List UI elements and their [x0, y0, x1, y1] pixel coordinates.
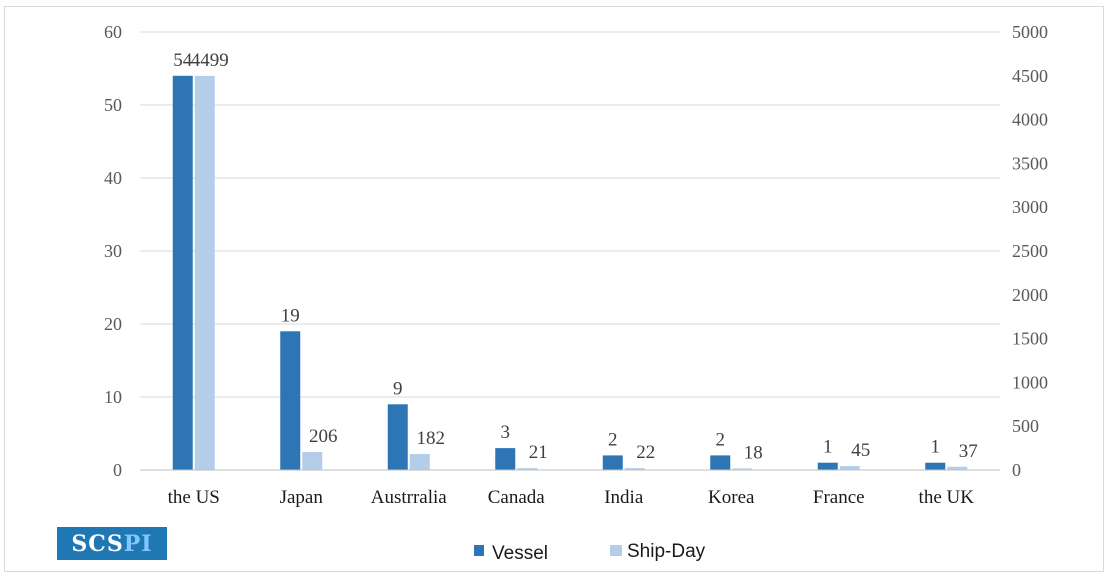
data-label-vessel: 2 [608, 429, 618, 450]
y-right-tick-label: 4500 [1012, 66, 1048, 86]
data-label-ship-day: 18 [744, 442, 763, 463]
data-label-vessel: 1 [931, 437, 941, 458]
data-label-ship-day: 22 [636, 442, 655, 463]
y-right-tick-label: 1000 [1012, 372, 1048, 392]
data-label-ship-day: 21 [529, 442, 548, 463]
data-label-vessel: 54 [173, 50, 193, 71]
y-left-tick-label: 10 [104, 387, 122, 407]
data-label-ship-day: 37 [959, 441, 978, 462]
x-category-label: Austrralia [371, 487, 448, 508]
y-right-tick-label: 4000 [1012, 110, 1048, 130]
y-right-tick-label: 3000 [1012, 197, 1048, 217]
bar-vessel [280, 331, 301, 470]
x-category-label: Korea [708, 487, 755, 508]
data-label-ship-day: 182 [417, 428, 446, 449]
y-right-tick-label: 500 [1012, 416, 1039, 436]
bar-ship-day [194, 75, 215, 470]
bar-vessel [710, 455, 731, 470]
y-left-tick-label: 60 [104, 22, 122, 42]
bar-vessel [817, 462, 838, 470]
logo-text-main: SCS [71, 530, 124, 557]
y-right-tick-label: 2000 [1012, 285, 1048, 305]
y-right-tick-label: 0 [1012, 460, 1021, 480]
data-label-vessel: 9 [393, 378, 403, 399]
data-label-vessel: 1 [823, 437, 833, 458]
bar-ship-day [302, 451, 323, 470]
bar-ship-day [732, 468, 753, 470]
data-label-vessel: 2 [716, 429, 726, 450]
x-category-label: France [813, 487, 865, 508]
data-label-vessel: 3 [501, 422, 511, 443]
data-label-ship-day: 206 [309, 426, 338, 447]
y-left-tick-label: 0 [113, 460, 122, 480]
x-category-label: the US [168, 487, 220, 508]
logo-text-accent: PI [123, 530, 153, 557]
bar-vessel [387, 404, 408, 470]
y-right-tick-label: 1500 [1012, 329, 1048, 349]
bar-vessel [925, 462, 946, 470]
x-category-label: India [604, 487, 644, 508]
bar-vessel [172, 75, 193, 471]
y-left-tick-label: 50 [104, 95, 122, 115]
legend-label-ship-day: Ship-Day [627, 541, 706, 562]
x-category-label: Canada [488, 487, 546, 508]
bar-ship-day [624, 468, 645, 470]
scspi-logo: SCS PI [57, 527, 167, 560]
y-right-tick-label: 3500 [1012, 153, 1048, 173]
bar-vessel [495, 448, 516, 470]
x-category-label: Japan [280, 487, 324, 508]
bar-ship-day [947, 466, 968, 470]
x-category-label: the UK [919, 487, 975, 508]
data-label-ship-day: 45 [851, 440, 870, 461]
legend-swatch-vessel [474, 545, 484, 556]
data-label-ship-day: 4499 [191, 50, 229, 71]
data-label-vessel: 19 [281, 305, 300, 326]
bar-ship-day [839, 466, 860, 470]
y-right-tick-label: 5000 [1012, 22, 1048, 42]
bar-ship-day [517, 468, 538, 470]
y-right-tick-label: 2500 [1012, 241, 1048, 261]
legend-label-vessel: Vessel [492, 543, 548, 564]
bar-vessel [602, 455, 623, 470]
y-left-tick-label: 20 [104, 314, 122, 334]
bar-ship-day [409, 454, 430, 470]
y-left-tick-label: 40 [104, 168, 122, 188]
y-left-tick-label: 30 [104, 241, 122, 261]
legend-swatch-ship-day [610, 545, 622, 556]
